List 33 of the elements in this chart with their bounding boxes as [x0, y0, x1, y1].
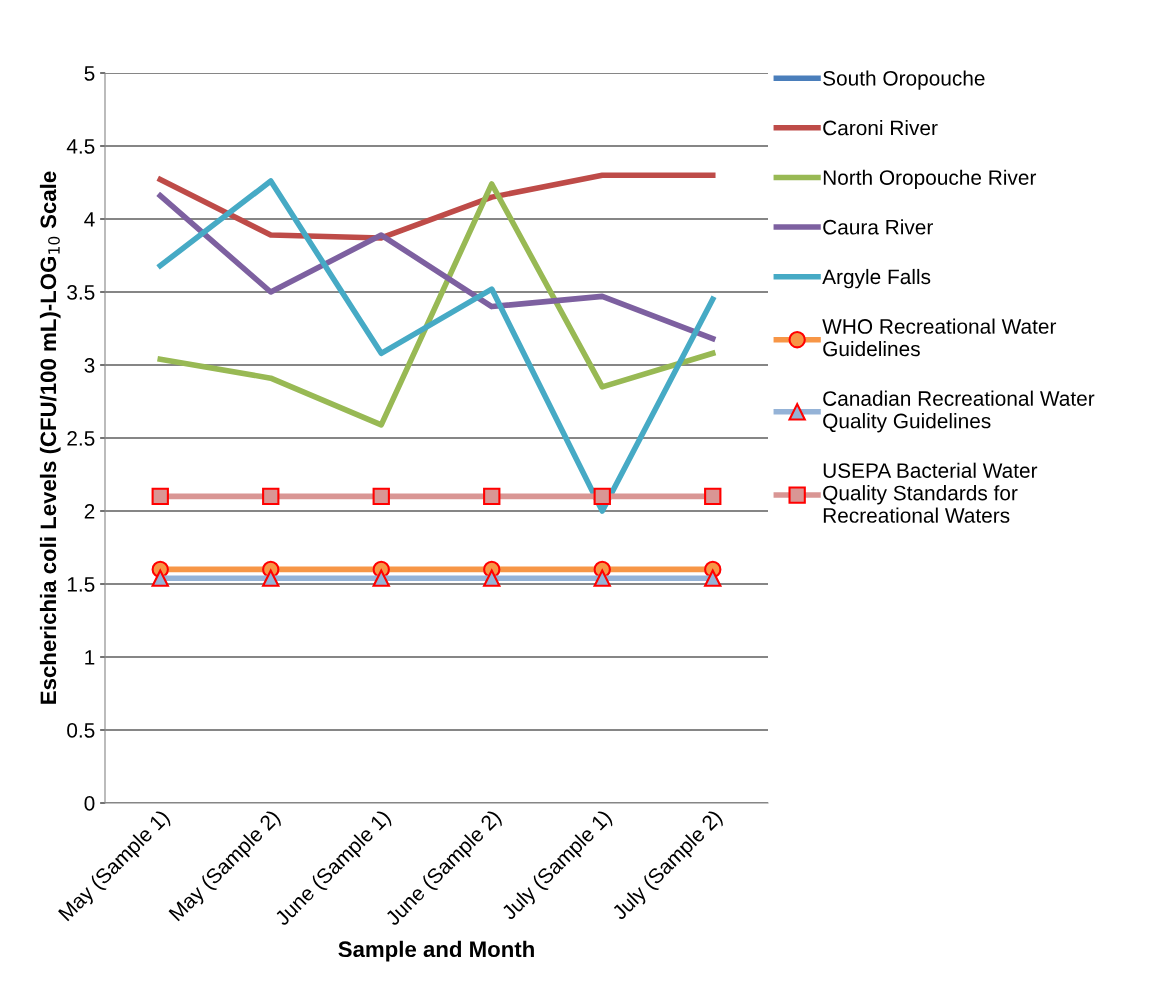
point: [704, 569, 722, 587]
legend-label: South Oropouche: [823, 70, 985, 90]
y-tick-label: 5: [84, 66, 95, 81]
y-tick-label: 0: [84, 796, 95, 811]
point: [262, 569, 280, 587]
point: [372, 487, 390, 506]
y-tick-label: 4.5: [66, 139, 95, 154]
point: [593, 487, 611, 506]
point: [151, 487, 169, 506]
legend-label: Caroni River: [823, 120, 938, 136]
point: [704, 487, 722, 506]
point: [151, 569, 169, 587]
y-tick-label: 3: [84, 358, 95, 373]
y-tick-label: 1: [85, 650, 95, 665]
legend-label: WHO Recreational Water Guidelines: [822, 318, 1057, 357]
y-tick-label: 1.5: [67, 577, 95, 592]
x-axis-title: Sample and Month: [338, 940, 534, 962]
point: [372, 569, 390, 587]
y-tick-label: 4: [84, 212, 95, 227]
y-tick-label: 2: [84, 504, 95, 519]
legend-label: Canadian Recreational Water Quality Guidelines: [823, 390, 1095, 433]
point: [483, 569, 501, 587]
y-tick-label: 2.5: [67, 431, 95, 446]
point: [483, 487, 501, 506]
legend-label: North Oropouche River: [823, 169, 1037, 190]
y-axis-title: Escherichia coli Levels (CFU/100 mL)-LOG$_{10}$ Scale: [39, 171, 61, 704]
legend-label: Argyle Falls: [822, 268, 931, 289]
point: [262, 487, 280, 506]
y-tick-label: 0.5: [67, 723, 95, 738]
legend-label: Caura River: [823, 219, 933, 235]
y-tick-label: 3.5: [67, 285, 95, 300]
legend-label: USEPA Bacterial Water Quality Standards for Recreational Waters: [823, 462, 1038, 523]
point: [593, 569, 611, 587]
